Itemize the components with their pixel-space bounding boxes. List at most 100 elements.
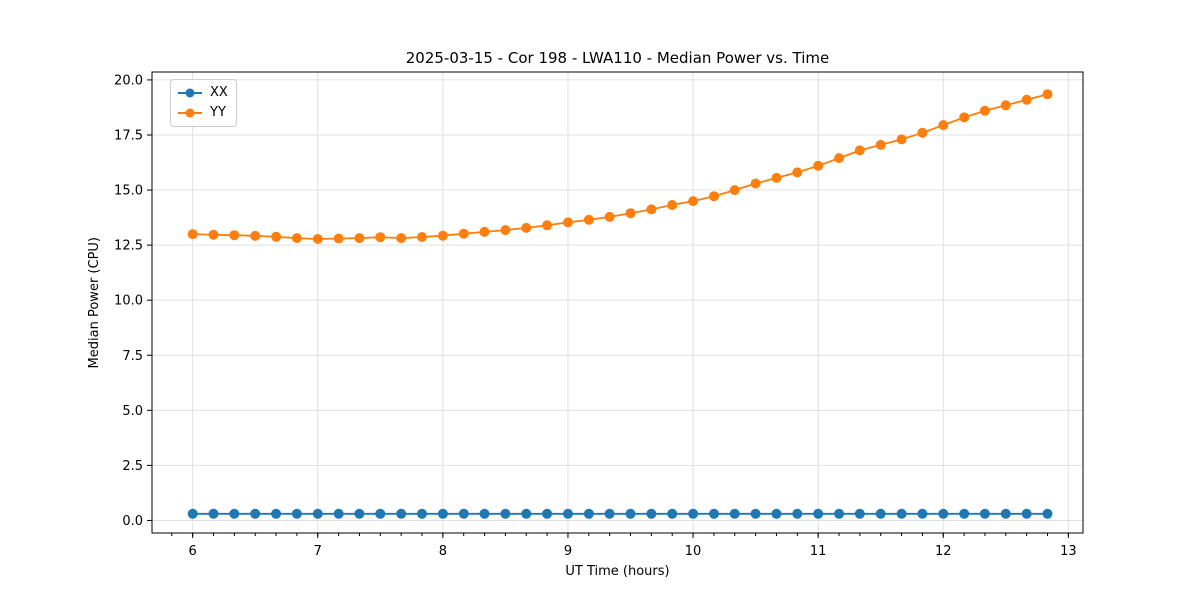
data-point-YY [792,167,803,178]
axis-ticks [147,79,1069,538]
data-point-XX [271,508,282,519]
data-point-YY [834,153,845,164]
data-point-YY [604,211,615,222]
data-point-XX [187,508,198,519]
data-point-XX [521,508,532,519]
data-point-XX [479,508,490,519]
data-point-XX [750,508,761,519]
y-tick-label: 17.5 [114,128,143,143]
data-point-YY [750,178,761,189]
data-point-XX [604,508,615,519]
data-point-XX [646,508,657,519]
series-XX [187,508,1053,519]
data-point-YY [458,228,469,239]
data-point-XX [813,508,824,519]
data-point-XX [563,508,573,519]
x-axis-label: UT Time (hours) [565,564,670,579]
legend: XX YY [170,79,237,127]
data-point-YY [938,120,949,131]
data-point-YY [208,229,219,240]
x-tick-label: 9 [564,544,572,559]
data-point-XX [917,508,928,519]
data-point-YY [625,208,636,219]
data-point-YY [187,229,198,240]
y-tick-label: 5.0 [122,404,143,419]
data-point-XX [583,508,594,519]
data-point-XX [625,508,636,519]
data-point-YY [291,233,302,244]
data-point-YY [271,231,282,242]
data-point-XX [333,508,344,519]
data-point-YY [646,204,657,215]
legend-label: XX [210,85,228,100]
data-point-XX [938,508,949,519]
y-tick-label: 7.5 [122,349,143,364]
data-point-YY [312,234,323,244]
series-YY [187,89,1053,244]
data-point-YY [417,232,427,242]
x-tick-label: 13 [1060,544,1077,559]
data-point-YY [563,217,573,228]
data-point-YY [437,230,448,241]
x-tick-label: 8 [439,544,447,559]
data-point-XX [667,508,678,519]
data-point-YY [542,220,553,231]
data-point-YY [229,230,240,241]
legend-marker-icon [178,108,202,118]
tick-labels: 6 7 8 9 10 11 12 13 0.0 2.5 5.0 7.5 10.0 12.5 15.0 17.5… [114,73,1077,559]
data-point-YY [896,134,907,145]
chart-title: 2025-03-15 - Cor 198 - LWA110 - Median P… [405,49,830,67]
data-point-XX [354,508,365,519]
data-point-XX [1021,508,1032,519]
data-point-YY [1021,94,1032,105]
data-point-XX [458,508,469,519]
data-point-XX [229,508,240,519]
data-point-YY [521,222,532,233]
data-point-XX [979,508,990,519]
data-point-YY [667,200,678,210]
data-point-XX [688,508,699,519]
data-point-XX [834,508,845,519]
data-point-XX [417,508,427,519]
data-point-XX [959,508,970,519]
x-tick-label: 6 [189,544,197,559]
data-point-XX [854,508,865,519]
data-point-YY [875,139,886,150]
data-point-YY [500,225,511,236]
data-point-YY [333,233,344,244]
data-point-YY [917,127,928,138]
data-point-XX [375,508,386,519]
data-point-XX [771,508,782,519]
data-point-YY [688,196,699,207]
y-tick-label: 10.0 [114,294,143,309]
data-point-XX [875,508,886,519]
legend-label: YY [210,105,226,120]
x-tick-label: 11 [810,544,827,559]
data-point-XX [250,508,261,519]
data-point-XX [729,508,740,519]
data-point-XX [312,508,323,519]
data-point-YY [583,214,594,225]
y-tick-label: 0.0 [122,514,143,529]
data-point-YY [813,160,824,171]
data-point-XX [709,508,719,519]
plot-spines [151,71,1084,534]
data-point-YY [729,185,740,196]
data-point-XX [396,508,407,519]
data-point-YY [1042,89,1053,100]
data-point-YY [396,233,407,244]
y-tick-label: 2.5 [122,459,143,474]
data-point-YY [979,105,990,116]
y-tick-label: 20.0 [114,73,143,88]
data-point-XX [1000,508,1011,519]
legend-entry-YY: YY [177,104,228,122]
x-tick-label: 10 [685,544,702,559]
data-point-XX [896,508,907,519]
data-point-XX [542,508,553,519]
data-point-YY [959,112,970,123]
data-point-YY [479,226,490,237]
data-point-XX [291,508,302,519]
data-point-XX [500,508,511,519]
legend-marker-icon [178,88,202,98]
